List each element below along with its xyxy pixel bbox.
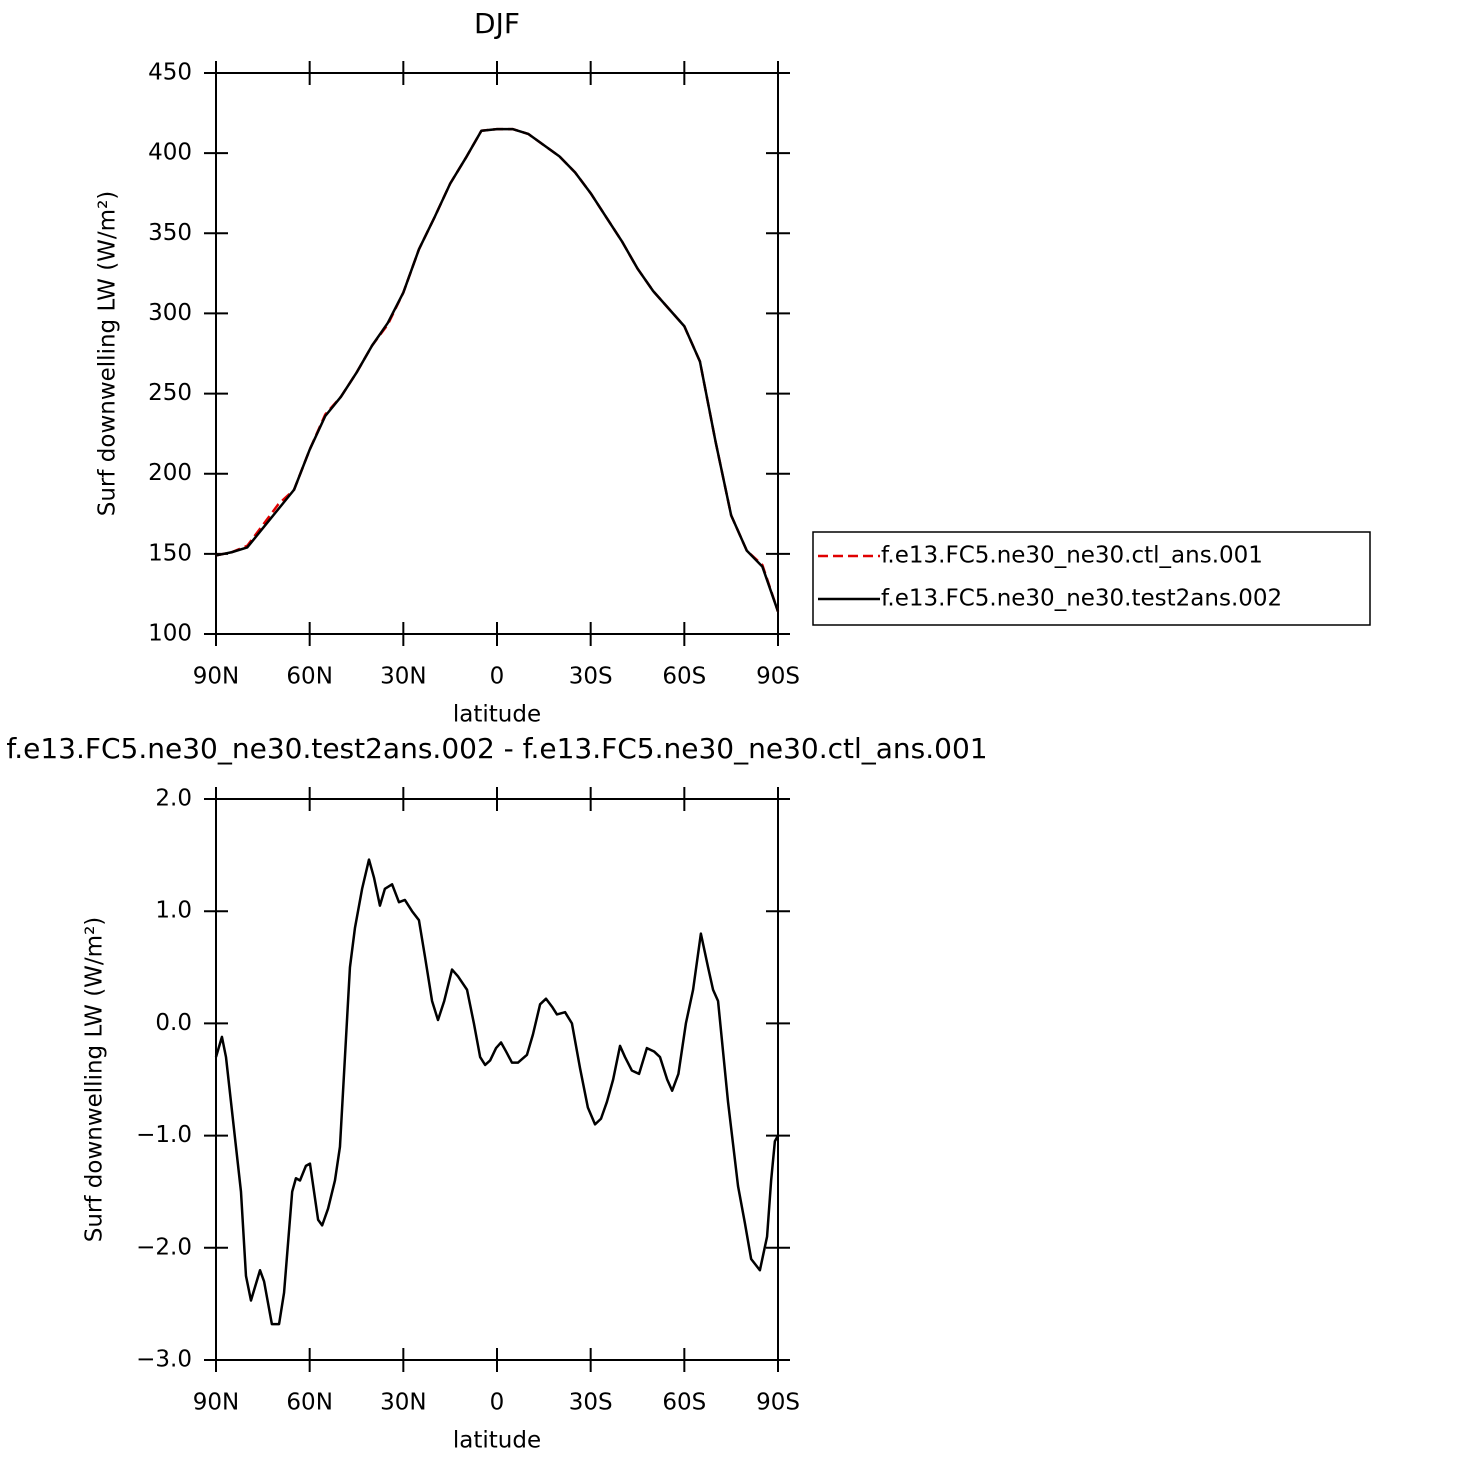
y-tick-label: −3.0	[136, 1347, 192, 1373]
y-tick-label: 250	[148, 380, 192, 406]
y-tick-label: 0.0	[155, 1010, 192, 1036]
chart-title: DJF	[474, 7, 520, 40]
x-tick-label: 0	[490, 1390, 505, 1416]
y-tick-label: 2.0	[155, 786, 192, 812]
x-axis-label: latitude	[453, 1428, 541, 1454]
y-tick-label: 400	[148, 140, 192, 166]
y-axis-label: Surf downwelling LW (W/m²)	[82, 917, 108, 1243]
data-line	[215, 127, 780, 612]
legend-box	[812, 531, 1371, 626]
y-tick-label: −2.0	[136, 1234, 192, 1260]
chart-title: f.e13.FC5.ne30_ne30.test2ans.002 - f.e13…	[6, 732, 987, 765]
x-tick-label: 60N	[286, 664, 332, 690]
x-tick-label: 0	[490, 664, 505, 690]
y-tick-label: 100	[148, 621, 192, 647]
x-tick-label: 30N	[380, 1390, 426, 1416]
legend-label: f.e13.FC5.ne30_ne30.ctl_ans.001	[881, 543, 1263, 569]
y-tick-label: 1.0	[155, 898, 192, 924]
y-tick-label: 150	[148, 540, 192, 566]
y-tick-label: 450	[148, 60, 192, 86]
plot-frame	[215, 72, 779, 635]
plot-frame	[215, 798, 779, 1361]
x-tick-label: 30S	[569, 664, 613, 690]
x-tick-label: 30S	[569, 1390, 613, 1416]
y-tick-label: −1.0	[136, 1122, 192, 1148]
x-axis-label: latitude	[453, 702, 541, 728]
x-tick-label: 60S	[662, 1390, 706, 1416]
y-tick-label: 200	[148, 460, 192, 486]
x-tick-label: 30N	[380, 664, 426, 690]
legend-label: f.e13.FC5.ne30_ne30.test2ans.002	[881, 586, 1282, 612]
x-tick-label: 90S	[756, 664, 800, 690]
x-tick-label: 90S	[756, 1390, 800, 1416]
x-tick-label: 90N	[193, 664, 239, 690]
x-tick-label: 60S	[662, 664, 706, 690]
y-tick-label: 300	[148, 300, 192, 326]
y-tick-label: 350	[148, 220, 192, 246]
data-line	[215, 127, 780, 612]
y-axis-label: Surf downwelling LW (W/m²)	[95, 191, 121, 517]
x-tick-label: 60N	[286, 1390, 332, 1416]
data-line	[214, 858, 780, 1326]
x-tick-label: 90N	[193, 1390, 239, 1416]
